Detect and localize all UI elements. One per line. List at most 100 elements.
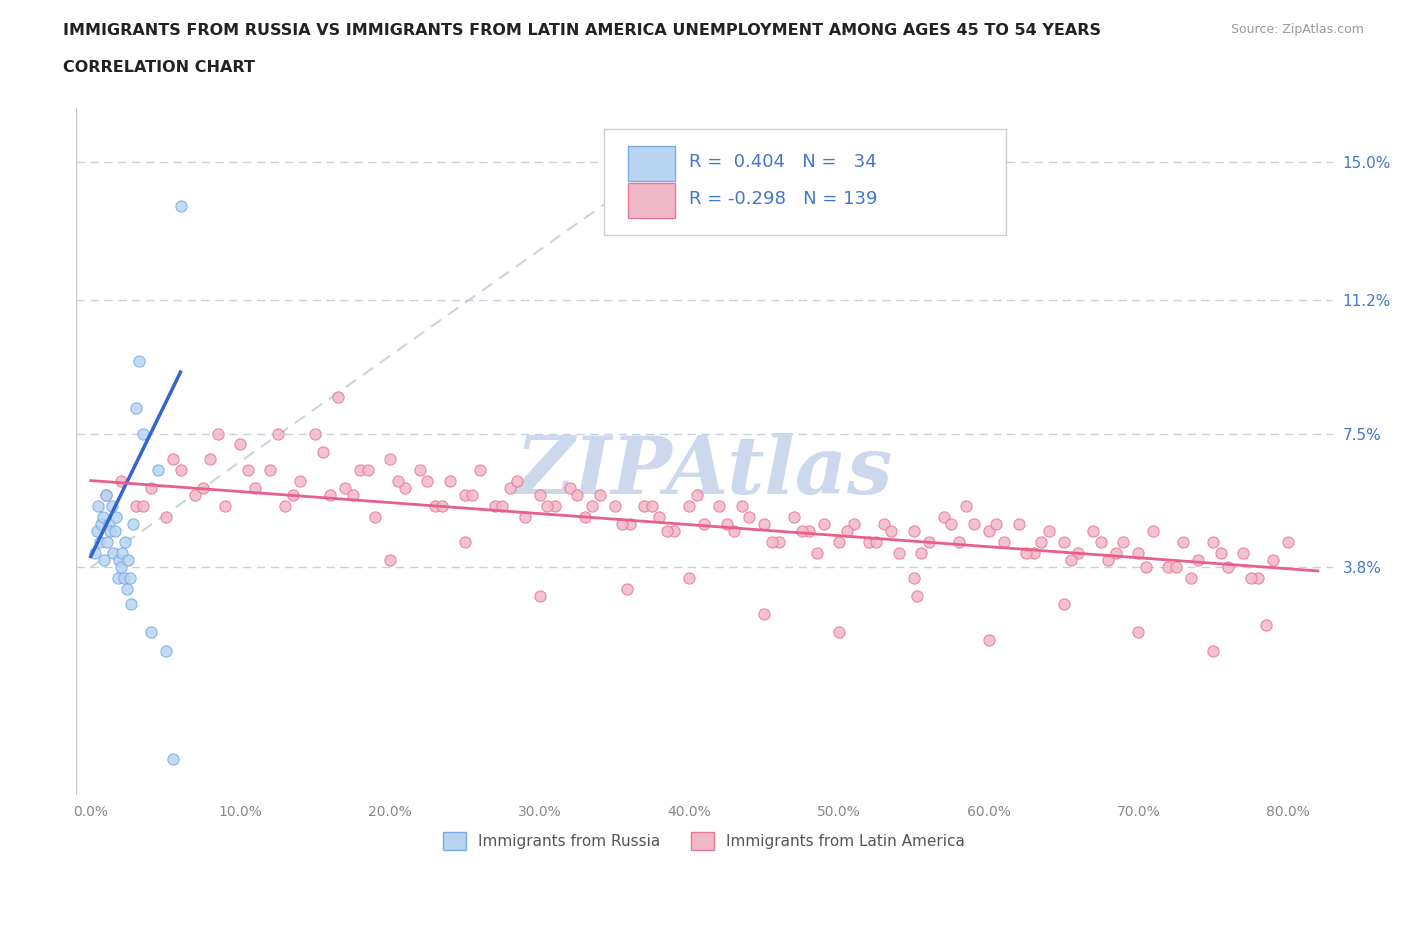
Point [1128, 625, 1150, 640]
FancyBboxPatch shape [627, 146, 675, 180]
FancyBboxPatch shape [627, 183, 675, 218]
Legend: Immigrants from Russia, Immigrants from Latin America: Immigrants from Russia, Immigrants from … [437, 826, 972, 857]
Point [112, 571, 135, 586]
Point [319, 487, 342, 502]
Point [111, 546, 134, 561]
Point [506, 473, 529, 488]
Text: R = -0.298   N = 139: R = -0.298 N = 139 [689, 191, 877, 208]
Point [1105, 546, 1128, 561]
Point [1112, 535, 1135, 550]
Point [491, 498, 513, 513]
Point [132, 498, 155, 513]
Point [588, 487, 610, 502]
Point [274, 498, 297, 513]
Point [281, 487, 304, 502]
Point [342, 487, 364, 502]
Point [98, 524, 121, 538]
Point [619, 516, 641, 531]
Point [104, 524, 127, 538]
Point [378, 552, 401, 567]
Point [124, 401, 146, 416]
Point [259, 462, 281, 477]
Point [716, 516, 738, 531]
FancyBboxPatch shape [603, 128, 1007, 235]
Point [191, 480, 214, 495]
Point [977, 524, 1000, 538]
Point [207, 426, 229, 441]
Point [468, 462, 491, 477]
Text: CORRELATION CHART: CORRELATION CHART [63, 60, 254, 75]
Point [1187, 552, 1209, 567]
Point [333, 480, 356, 495]
Point [641, 498, 664, 513]
Point [1164, 560, 1187, 575]
Point [977, 632, 1000, 647]
Point [236, 462, 259, 477]
Point [200, 451, 222, 466]
Point [423, 498, 446, 513]
Point [918, 535, 941, 550]
Point [1128, 546, 1150, 561]
Point [633, 498, 655, 513]
Point [108, 552, 131, 567]
Point [1083, 524, 1105, 538]
Point [162, 451, 184, 466]
Point [169, 462, 191, 477]
Point [1142, 524, 1164, 538]
Point [356, 462, 378, 477]
Point [529, 487, 551, 502]
Point [121, 516, 143, 531]
Point [394, 480, 416, 495]
Point [797, 524, 820, 538]
Text: IMMIGRANTS FROM RUSSIA VS IMMIGRANTS FROM LATIN AMERICA UNEMPLOYMENT AMONG AGES : IMMIGRANTS FROM RUSSIA VS IMMIGRANTS FRO… [63, 23, 1101, 38]
Point [558, 480, 581, 495]
Point [120, 596, 142, 611]
Point [139, 625, 162, 640]
Point [761, 535, 783, 550]
Point [155, 644, 177, 658]
Point [94, 487, 117, 502]
Point [1029, 535, 1052, 550]
Point [132, 426, 155, 441]
Point [184, 487, 207, 502]
Point [686, 487, 709, 502]
Point [616, 581, 638, 596]
Point [655, 524, 678, 538]
Point [229, 437, 252, 452]
Point [1038, 524, 1060, 538]
Point [91, 510, 114, 525]
Point [581, 498, 603, 513]
Point [955, 498, 977, 513]
Point [731, 498, 754, 513]
Point [214, 498, 236, 513]
Point [1202, 644, 1225, 658]
Point [454, 535, 477, 550]
Point [96, 535, 118, 550]
Point [484, 498, 506, 513]
Point [1180, 571, 1202, 586]
Point [304, 426, 326, 441]
Point [873, 516, 896, 531]
Point [858, 535, 880, 550]
Point [364, 510, 387, 525]
Point [139, 480, 162, 495]
Point [1060, 552, 1083, 567]
Point [439, 473, 461, 488]
Point [461, 487, 484, 502]
Point [349, 462, 371, 477]
Point [574, 510, 596, 525]
Point [110, 473, 132, 488]
Point [100, 498, 122, 513]
Point [1173, 535, 1195, 550]
Point [118, 571, 141, 586]
Point [754, 516, 776, 531]
Point [678, 498, 700, 513]
Point [903, 524, 925, 538]
Point [1218, 560, 1240, 575]
Point [416, 473, 439, 488]
Point [124, 498, 146, 513]
Point [169, 198, 191, 213]
Point [1247, 571, 1270, 586]
Point [128, 353, 150, 368]
Point [117, 552, 139, 567]
